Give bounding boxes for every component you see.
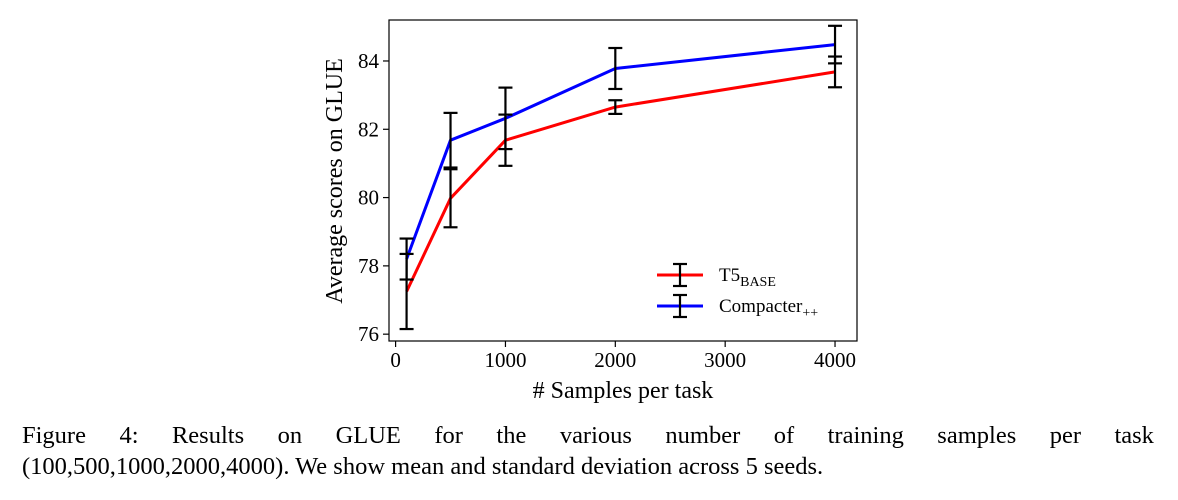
caption-word: of [773,422,795,449]
x-axis-ticks: 0 1000 2000 3000 4000 [390,341,856,372]
y-tick-label: 84 [358,49,380,73]
caption-word: the [496,422,527,449]
legend-label: Compacter++ [719,296,818,321]
error-bar [443,111,458,169]
y-tick-label: 80 [358,186,379,210]
x-tick-label: 1000 [484,348,526,372]
y-tick-label: 82 [358,117,379,141]
legend-entry-0: T5BASE [657,262,776,290]
x-axis-label: # Samples per task [533,378,714,404]
error-bar [443,168,458,229]
caption-word: task [1114,422,1154,449]
error-bar [608,99,623,116]
y-tick-label: 76 [358,322,379,346]
caption-line-1: Figure 4: Results on GLUE for the various number… [22,420,1154,451]
caption-line-2: (100,500,1000,2000,4000). We show mean a… [22,453,824,480]
legend-entry-1: Compacter++ [657,293,818,321]
caption-word: Figure [22,422,86,449]
y-axis-label: Average scores on GLUE [322,58,348,303]
caption-word: for [434,422,463,449]
y-tick-label: 78 [358,254,379,278]
x-tick-label: 2000 [594,348,636,372]
caption-word: Results [171,422,245,449]
legend-label: T5BASE [719,265,776,290]
x-tick-label: 3000 [704,348,746,372]
legend: T5BASE Compacter++ [657,262,818,321]
caption-word: GLUE [335,422,401,449]
caption-word: samples [937,422,1017,449]
series-line-1 [405,43,836,260]
caption-word: on [277,422,303,449]
figure-caption: Figure 4: Results on GLUE for the various number… [22,420,1154,482]
x-tick-label: 0 [390,348,401,372]
series-line-0 [405,70,836,293]
caption-word: number [665,422,741,449]
series-layer [399,24,843,331]
error-bar [608,46,623,91]
caption-word: per [1049,422,1081,449]
caption-word: training [827,422,904,449]
caption-word: 4: [119,422,139,449]
error-bar [399,237,414,281]
chart: 0 1000 2000 3000 4000 76 78 80 82 84 # Samples p… [322,19,858,404]
plot-frame [388,19,858,342]
caption-word: various [559,422,632,449]
x-tick-label: 4000 [814,348,856,372]
y-axis-ticks: 76 78 80 82 84 [358,49,389,346]
error-bar [498,86,513,151]
error-bar [828,24,843,65]
